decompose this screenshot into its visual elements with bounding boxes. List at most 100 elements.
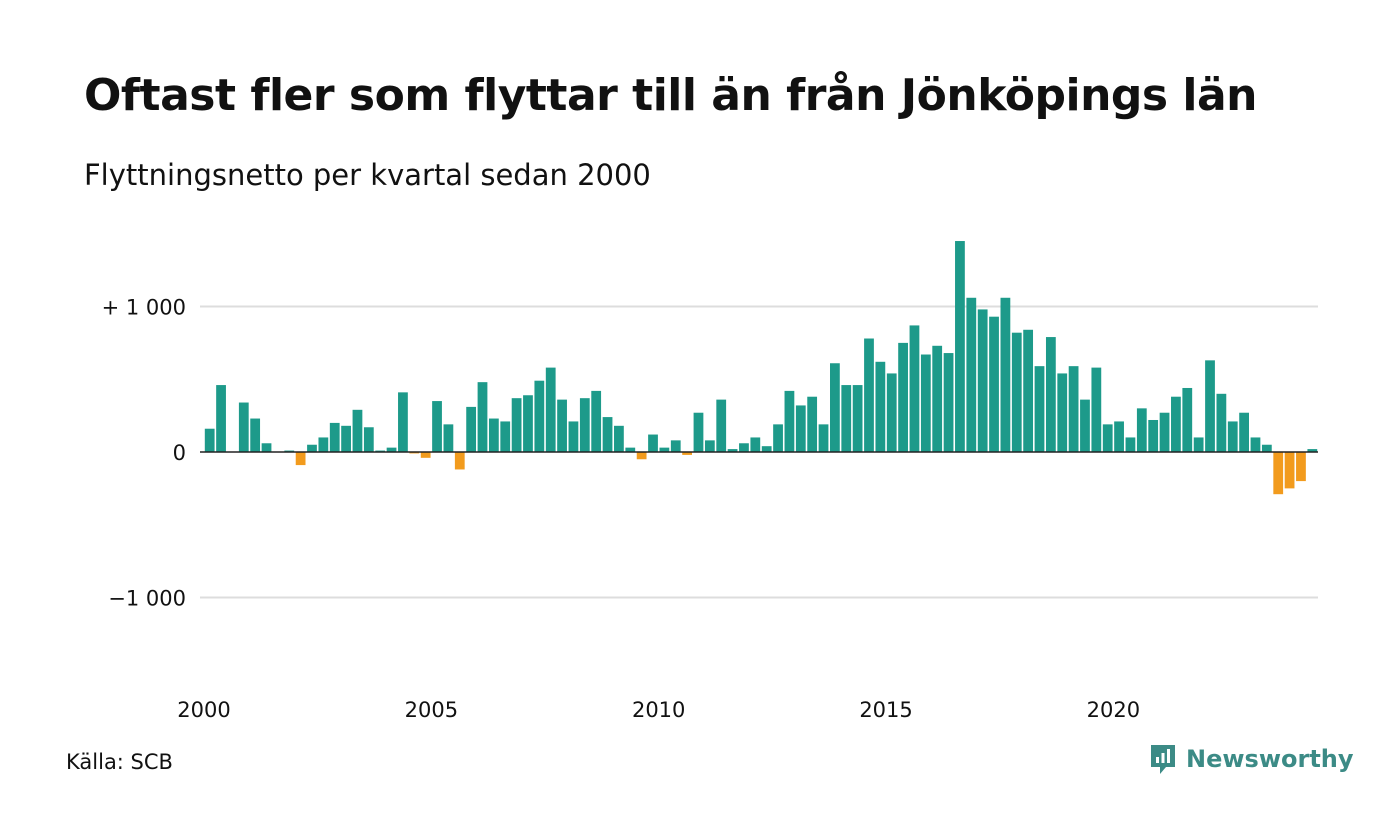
bar-positive (841, 385, 852, 452)
bar-positive (1216, 393, 1227, 452)
y-tick-label: + 1 000 (102, 296, 186, 320)
bar-positive (1102, 424, 1113, 452)
bar-positive (773, 424, 783, 452)
bar-positive (1091, 367, 1102, 452)
bar-positive (977, 309, 988, 452)
chart-subtitle: Flyttningsnetto per kvartal sedan 2000 (84, 158, 651, 192)
x-tick-label: 2010 (632, 698, 685, 722)
bar-positive (966, 297, 977, 452)
bar-positive (1068, 366, 1079, 452)
bar-positive (341, 425, 351, 452)
bar-positive (204, 428, 215, 452)
bar-positive (1227, 421, 1238, 452)
source-note: Källa: SCB (66, 750, 173, 774)
bar-negative (1273, 452, 1284, 495)
bar-positive (784, 390, 795, 452)
bar-negative (420, 452, 431, 458)
bar-positive (1125, 437, 1136, 452)
bar-positive (739, 443, 749, 452)
bar-positive (875, 361, 886, 452)
newsworthy-logo-icon (1151, 745, 1175, 774)
bar-positive (534, 380, 545, 452)
bar-positive (1148, 419, 1159, 452)
bar-positive (727, 449, 738, 452)
bar-positive (579, 398, 590, 452)
bar-positive (443, 424, 454, 452)
bar-positive (352, 409, 363, 453)
bar-positive (1159, 412, 1170, 452)
bar-positive (1080, 399, 1090, 452)
bar-positive (1250, 437, 1261, 452)
bar-positive (670, 440, 681, 452)
x-tick-label: 2015 (859, 698, 912, 722)
bar-positive (943, 353, 954, 452)
bar-negative (1296, 452, 1306, 482)
bar-positive (1034, 366, 1045, 452)
bar-positive (511, 398, 522, 452)
y-tick-label: −1 000 (108, 587, 186, 611)
bar-positive (909, 325, 920, 452)
bar-positive (238, 402, 249, 452)
bar-positive (807, 396, 818, 452)
bars (204, 241, 1318, 495)
bar-positive (545, 367, 556, 452)
bar-positive (852, 385, 863, 452)
bar-positive (1000, 297, 1011, 452)
x-tick-label: 2020 (1087, 698, 1140, 722)
bar-positive (1193, 437, 1204, 452)
bar-positive (307, 444, 317, 452)
bar-positive (523, 395, 533, 452)
bar-positive (704, 440, 715, 452)
bar-positive (1239, 412, 1249, 452)
bar-positive (591, 390, 602, 452)
bar-positive (864, 338, 874, 452)
bar-positive (557, 399, 567, 452)
bar-positive (1045, 337, 1056, 452)
bar-positive (386, 447, 397, 452)
bar-positive (500, 421, 511, 452)
bar-negative (682, 452, 692, 455)
bar-positive (761, 446, 772, 452)
bar-positive (1011, 332, 1022, 452)
bar-positive (1261, 444, 1272, 452)
bar-positive (329, 422, 340, 452)
bar-positive (750, 437, 761, 452)
bar-negative (636, 452, 647, 460)
bar-positive (477, 382, 488, 452)
axes: + 1 000 0 −1 000 2000 2005 2010 2015 2020 (102, 296, 1318, 722)
bar-positive (216, 385, 226, 452)
bar-positive (488, 418, 499, 452)
brand-logo: Newsworthy (1148, 742, 1354, 776)
bar-positive (432, 401, 442, 452)
bar-positive (795, 405, 806, 452)
bar-positive (250, 418, 261, 452)
bar-positive (898, 342, 908, 452)
bar-positive (659, 447, 670, 452)
gridlines (200, 305, 1318, 599)
bar-negative (295, 452, 306, 466)
bar-positive (920, 354, 931, 452)
bar-negative (454, 452, 465, 470)
bar-positive (1205, 360, 1215, 452)
bar-positive (261, 443, 272, 452)
bar-positive (568, 421, 579, 452)
y-tick-label: 0 (173, 441, 186, 465)
bar-positive (318, 437, 329, 452)
x-tick-label: 2005 (405, 698, 458, 722)
bar-negative (1284, 452, 1295, 489)
bar-positive (830, 363, 840, 452)
bar-positive (1171, 396, 1181, 452)
bar-positive (602, 417, 613, 452)
bar-positive (886, 373, 897, 452)
bar-positive (932, 345, 943, 452)
bar-positive (1182, 387, 1193, 452)
bar-positive (466, 406, 477, 452)
bar-positive (614, 425, 624, 452)
bar-positive (716, 399, 727, 452)
bar-positive (1136, 408, 1147, 452)
chart-title: Oftast fler som flyttar till än från Jön… (84, 70, 1258, 121)
bar-positive (363, 427, 374, 452)
bar-positive (398, 392, 408, 452)
bar-positive (1057, 373, 1068, 452)
